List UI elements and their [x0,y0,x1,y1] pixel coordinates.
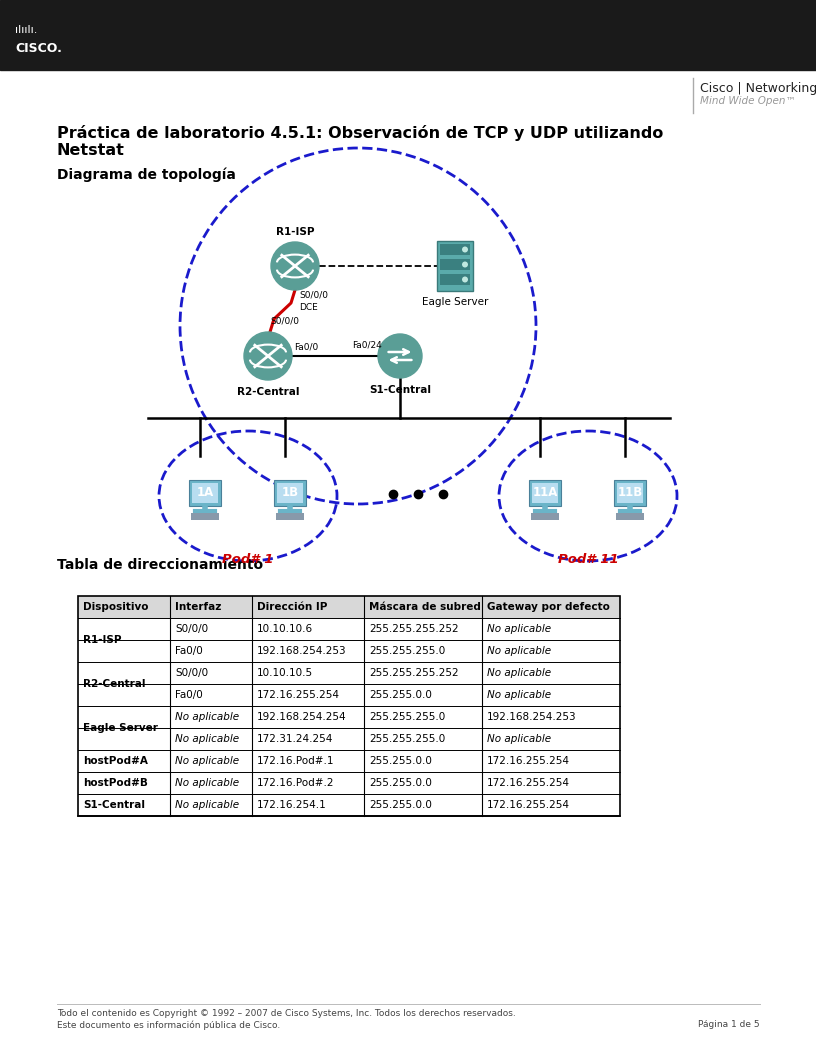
Text: Eagle Server: Eagle Server [422,297,488,307]
Text: 192.168.254.254: 192.168.254.254 [257,712,347,722]
Text: Gateway por defecto: Gateway por defecto [487,602,610,612]
FancyBboxPatch shape [529,480,561,506]
Text: 172.16.254.1: 172.16.254.1 [257,800,326,810]
FancyBboxPatch shape [437,241,473,291]
Text: 255.255.0.0: 255.255.0.0 [369,756,432,766]
Text: Interfaz: Interfaz [175,602,221,612]
Text: 172.16.Pod#.2: 172.16.Pod#.2 [257,778,335,788]
Text: 172.16.255.254: 172.16.255.254 [487,756,570,766]
Text: Cisco | Networking Academy®: Cisco | Networking Academy® [700,82,816,95]
Text: Este documento es información pública de Cisco.: Este documento es información pública de… [57,1020,280,1030]
Text: 255.255.0.0: 255.255.0.0 [369,778,432,788]
Text: 1B: 1B [282,486,299,498]
Text: 1A: 1A [197,486,214,498]
Circle shape [462,262,468,267]
Text: S0/0/0: S0/0/0 [175,668,208,678]
Text: 255.255.0.0: 255.255.0.0 [369,690,432,700]
Text: Fa0/0: Fa0/0 [175,646,202,656]
Bar [78,596,620,816]
FancyBboxPatch shape [189,480,221,506]
Text: Fa0/24: Fa0/24 [352,341,382,350]
Text: 255.255.0.0: 255.255.0.0 [369,800,432,810]
Text: 255.255.255.252: 255.255.255.252 [369,668,459,678]
Text: Todo el contenido es Copyright © 1992 – 2007 de Cisco Systems, Inc. Todos los de: Todo el contenido es Copyright © 1992 – … [57,1008,516,1018]
Text: Página 1 de 5: Página 1 de 5 [698,1020,760,1029]
Text: No aplicable: No aplicable [487,734,551,744]
Text: 172.31.24.254: 172.31.24.254 [257,734,334,744]
Text: Netstat: Netstat [57,143,125,158]
Text: No aplicable: No aplicable [175,712,239,722]
Text: No aplicable: No aplicable [175,734,239,744]
Text: 192.168.254.253: 192.168.254.253 [487,712,577,722]
FancyBboxPatch shape [532,483,558,503]
Text: S1-Central: S1-Central [369,385,431,395]
FancyBboxPatch shape [617,483,643,503]
FancyBboxPatch shape [191,513,219,520]
Text: No aplicable: No aplicable [175,800,239,810]
Text: 192.168.254.253: 192.168.254.253 [257,646,347,656]
Circle shape [378,334,422,378]
Text: No aplicable: No aplicable [175,756,239,766]
Text: Fa0/0: Fa0/0 [294,343,318,352]
Text: Dirección IP: Dirección IP [257,602,327,612]
Text: Mind Wide Open™: Mind Wide Open™ [700,96,796,106]
FancyBboxPatch shape [192,483,218,503]
Text: Pod# 1: Pod# 1 [222,553,273,566]
Text: S1-Central: S1-Central [83,800,145,810]
Bar [78,596,620,618]
FancyBboxPatch shape [277,483,303,503]
Text: 255.255.255.252: 255.255.255.252 [369,624,459,634]
Circle shape [244,332,292,380]
Text: Máscara de subred: Máscara de subred [369,602,481,612]
Circle shape [462,277,468,283]
FancyBboxPatch shape [274,480,306,506]
Text: Diagrama de topología: Diagrama de topología [57,168,236,183]
Text: ılıılı.: ılıılı. [15,25,38,35]
Bar [0,0,816,70]
Text: DCE: DCE [299,303,317,312]
Text: Fa0/0: Fa0/0 [175,690,202,700]
Text: No aplicable: No aplicable [487,668,551,678]
Text: Dispositivo: Dispositivo [83,602,149,612]
FancyBboxPatch shape [276,513,304,520]
Text: 11A: 11A [532,486,557,498]
Text: S0/0/0: S0/0/0 [270,317,299,326]
Text: 10.10.10.6: 10.10.10.6 [257,624,313,634]
Text: 11B: 11B [618,486,643,498]
Text: S0/0/0: S0/0/0 [299,291,328,300]
Text: CISCO.: CISCO. [15,42,62,55]
Text: 172.16.255.254: 172.16.255.254 [487,800,570,810]
Text: R1-ISP: R1-ISP [83,635,122,645]
Text: 255.255.255.0: 255.255.255.0 [369,646,446,656]
Text: 172.16.Pod#.1: 172.16.Pod#.1 [257,756,335,766]
FancyBboxPatch shape [440,274,470,285]
FancyBboxPatch shape [440,244,470,254]
Text: 255.255.255.0: 255.255.255.0 [369,712,446,722]
Text: Eagle Server: Eagle Server [83,723,157,733]
Text: Pod# 11: Pod# 11 [557,553,619,566]
Text: 172.16.255.254: 172.16.255.254 [257,690,340,700]
FancyBboxPatch shape [614,480,646,506]
Text: No aplicable: No aplicable [487,624,551,634]
Circle shape [271,242,319,290]
Text: 172.16.255.254: 172.16.255.254 [487,778,570,788]
Text: Tabla de direccionamiento: Tabla de direccionamiento [57,558,263,572]
Text: 10.10.10.5: 10.10.10.5 [257,668,313,678]
Text: S0/0/0: S0/0/0 [175,624,208,634]
Text: No aplicable: No aplicable [487,646,551,656]
Text: 255.255.255.0: 255.255.255.0 [369,734,446,744]
Text: R2-Central: R2-Central [83,679,145,689]
Text: No aplicable: No aplicable [487,690,551,700]
Text: R1-ISP: R1-ISP [276,227,314,237]
Text: hostPod#A: hostPod#A [83,756,148,766]
Text: No aplicable: No aplicable [175,778,239,788]
FancyBboxPatch shape [531,513,559,520]
FancyBboxPatch shape [616,513,644,520]
FancyBboxPatch shape [440,259,470,270]
Text: Práctica de laboratorio 4.5.1: Observación de TCP y UDP utilizando: Práctica de laboratorio 4.5.1: Observaci… [57,125,663,142]
Text: R2-Central: R2-Central [237,386,299,397]
Text: hostPod#B: hostPod#B [83,778,148,788]
Circle shape [462,246,468,252]
